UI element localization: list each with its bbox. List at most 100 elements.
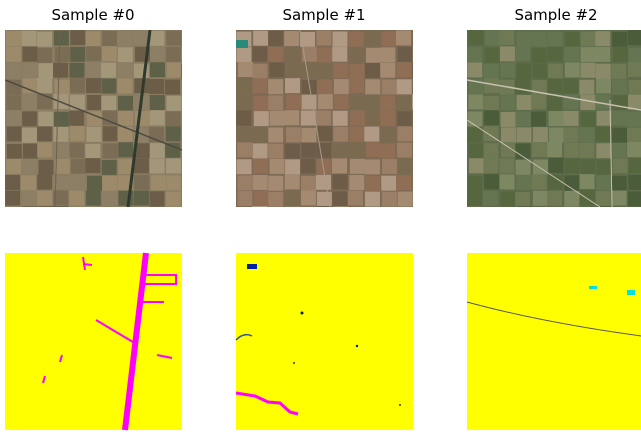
field-patch <box>350 96 365 111</box>
field-patch <box>382 159 397 174</box>
field-patch <box>581 112 596 127</box>
field-patch <box>22 128 37 143</box>
field-patch <box>548 64 563 79</box>
field-patch <box>117 78 132 93</box>
field-patch <box>101 208 116 223</box>
field-patch <box>500 46 515 61</box>
field-patch <box>366 142 381 157</box>
field-patch <box>596 78 611 93</box>
field-patch <box>70 47 85 62</box>
field-patch <box>350 142 365 157</box>
field-patch <box>500 62 515 77</box>
field-patch <box>483 158 498 173</box>
field-patch <box>103 126 118 141</box>
field-patch <box>118 96 133 111</box>
field-patch <box>70 78 85 93</box>
field-patch <box>597 160 612 175</box>
field-patch <box>85 158 100 173</box>
field-patch <box>382 79 397 94</box>
field-patch <box>22 111 37 126</box>
field-patch <box>396 30 411 45</box>
field-patch <box>365 159 380 174</box>
field-patch <box>564 191 579 206</box>
field-patch <box>23 64 38 79</box>
field-patch <box>412 94 427 109</box>
field-patch <box>301 128 316 143</box>
field-patch <box>398 192 413 207</box>
field-patch <box>365 176 380 191</box>
field-patch <box>380 144 395 159</box>
field-patch <box>21 159 36 174</box>
field-patch <box>500 207 515 222</box>
field-patch <box>166 47 181 62</box>
field-patch <box>166 126 181 141</box>
field-patch <box>37 32 52 47</box>
field-patch <box>412 63 427 78</box>
field-patch <box>396 96 411 111</box>
field-patch <box>515 46 530 61</box>
field-patch <box>254 111 269 126</box>
field-patch <box>286 191 301 206</box>
field-patch <box>516 63 531 78</box>
field-patch <box>532 32 547 47</box>
field-patch <box>302 95 317 110</box>
field-patch <box>23 78 38 93</box>
field-patch <box>565 158 580 173</box>
panel-title: Sample #2 <box>514 6 597 24</box>
field-patch <box>254 128 269 143</box>
field-patch <box>412 47 427 62</box>
field-patch <box>366 207 381 222</box>
field-patch <box>237 208 252 223</box>
field-patch <box>364 30 379 45</box>
field-patch <box>134 158 149 173</box>
field-patch <box>380 63 395 78</box>
field-patch <box>595 47 610 62</box>
field-patch <box>316 110 331 125</box>
field-patch <box>301 190 316 205</box>
field-patch <box>149 207 164 222</box>
field-patch <box>414 80 429 95</box>
field-patch <box>22 191 37 206</box>
field-patch <box>469 143 484 158</box>
field-patch <box>237 127 252 142</box>
field-patch <box>54 127 69 142</box>
field-patch <box>531 48 546 63</box>
field-patch <box>118 111 133 126</box>
field-patch <box>252 206 267 221</box>
field-patch <box>350 159 365 174</box>
field-patch <box>183 111 198 126</box>
field-patch <box>37 126 52 141</box>
field-patch <box>398 158 413 173</box>
field-patch <box>166 175 181 190</box>
field-patch <box>39 206 54 221</box>
field-patch <box>413 175 428 190</box>
field-patch <box>611 207 626 222</box>
field-patch <box>23 144 38 159</box>
field-patch <box>268 95 283 110</box>
field-patch <box>149 31 164 46</box>
field-patch <box>268 127 283 142</box>
field-patch <box>101 96 116 111</box>
field-patch <box>300 206 315 221</box>
field-patch <box>37 78 52 93</box>
field-patch <box>270 207 285 222</box>
field-patch <box>21 31 36 46</box>
field-patch <box>117 32 132 47</box>
field-patch <box>333 144 348 159</box>
field-patch <box>397 111 412 126</box>
field-patch <box>285 174 300 189</box>
field-patch <box>485 48 500 63</box>
field-patch <box>333 127 348 142</box>
field-patch <box>596 143 611 158</box>
field-patch <box>397 207 412 222</box>
field-patch <box>413 128 428 143</box>
field-patch <box>22 206 37 221</box>
field-patch <box>581 159 596 174</box>
field-patch <box>182 79 197 94</box>
field-patch <box>53 63 68 78</box>
field-patch <box>579 80 594 95</box>
field-patch <box>150 95 165 110</box>
field-patch <box>286 127 301 142</box>
field-patch <box>613 158 628 173</box>
field-patch <box>397 79 412 94</box>
